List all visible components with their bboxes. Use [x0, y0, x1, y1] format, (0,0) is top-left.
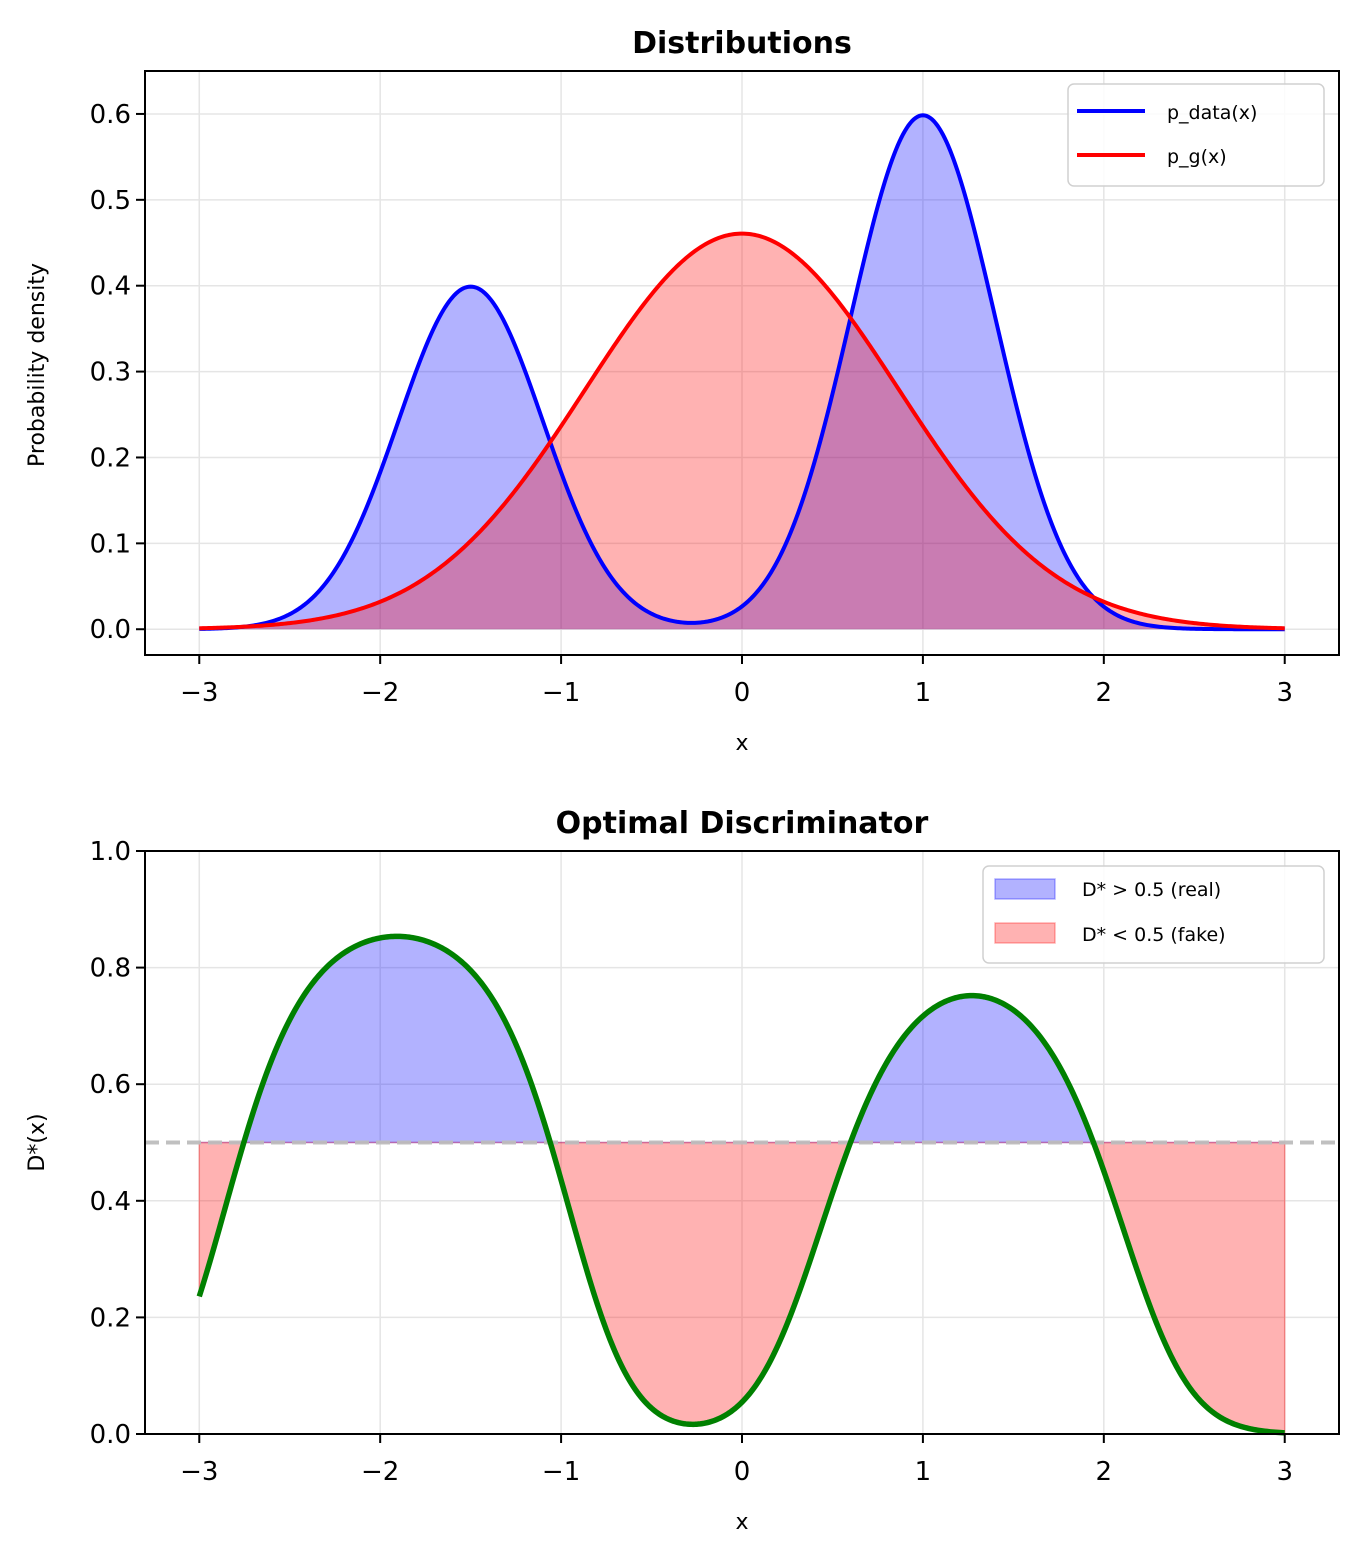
- p-g-line: [199, 231, 1285, 631]
- y-tick-label: 0.5: [90, 186, 131, 216]
- discriminator-line: [196, 933, 1285, 1436]
- bottom-legend-box: [982, 865, 1325, 964]
- legend-label-p-g: p_g(x): [1167, 146, 1227, 168]
- x-tick-label: 1: [915, 1457, 932, 1487]
- top-y-ticks: 0.0 0.1 0.2 0.3 0.4 0.5 0.6: [90, 100, 145, 645]
- x-tick-label: −2: [361, 678, 399, 708]
- bottom-legend: D* > 0.5 (real) D* < 0.5 (fake): [982, 865, 1325, 964]
- x-tick-label: 0: [734, 1457, 751, 1487]
- bottom-x-ticks: −3 −2 −1 0 1 2 3: [180, 1434, 1293, 1487]
- y-tick-label: 0.0: [90, 1420, 131, 1450]
- top-legend: p_data(x) p_g(x): [1067, 83, 1325, 187]
- top-chart-title: Distributions: [632, 26, 852, 61]
- top-legend-box: [1067, 83, 1325, 187]
- bottom-x-axis-label: x: [735, 1510, 748, 1535]
- y-tick-label: 0.8: [90, 954, 131, 984]
- y-tick-label: 0.0: [90, 615, 131, 645]
- top-x-axis-label: x: [735, 731, 748, 756]
- top-x-ticks: −3 −2 −1 0 1 2 3: [180, 655, 1293, 708]
- x-tick-label: −1: [542, 1457, 580, 1487]
- p-data-fill: [199, 115, 1285, 630]
- y-tick-label: 0.4: [90, 1187, 131, 1217]
- distributions-panel: −3 −2 −1 0 1 2 3 0.0 0.1 0.2 0.3 0.4 0.5 0.6 Distrib…: [25, 26, 1340, 756]
- y-tick-label: 0.4: [90, 272, 131, 302]
- p-g-fill: [199, 233, 1285, 630]
- y-tick-label: 0.2: [90, 1303, 131, 1333]
- bottom-chart-title: Optimal Discriminator: [556, 806, 929, 841]
- x-tick-label: −2: [361, 1457, 399, 1487]
- x-tick-label: −1: [542, 678, 580, 708]
- x-tick-label: 2: [1096, 1457, 1113, 1487]
- y-tick-label: 0.1: [90, 529, 131, 559]
- legend-swatch-fake: [994, 922, 1056, 944]
- y-tick-label: 1.0: [90, 837, 131, 867]
- x-tick-label: 3: [1276, 1457, 1293, 1487]
- bottom-y-axis-label: D*(x): [25, 1113, 50, 1171]
- x-tick-label: −3: [180, 678, 218, 708]
- y-tick-label: 0.2: [90, 443, 131, 473]
- discriminator-panel: −3 −2 −1 0 1 2 3 0.0 0.2 0.4 0.6 0.8 1.0 Optimal Di…: [25, 806, 1340, 1535]
- y-tick-label: 0.3: [90, 358, 131, 388]
- x-tick-label: 0: [734, 678, 751, 708]
- p-data-line: [199, 113, 1285, 632]
- legend-label-fake: D* < 0.5 (fake): [1082, 924, 1226, 946]
- legend-label-real: D* > 0.5 (real): [1082, 879, 1221, 901]
- x-tick-label: 1: [915, 678, 932, 708]
- y-tick-label: 0.6: [90, 1070, 131, 1100]
- bottom-y-ticks: 0.0 0.2 0.4 0.6 0.8 1.0: [90, 837, 145, 1450]
- top-y-axis-label: Probability density: [25, 263, 50, 467]
- fake-region-fill: [198, 1141, 1286, 1434]
- legend-label-p-data: p_data(x): [1167, 102, 1257, 124]
- x-tick-label: 3: [1276, 678, 1293, 708]
- y-tick-label: 0.6: [90, 100, 131, 130]
- legend-swatch-real: [994, 878, 1056, 900]
- x-tick-label: 2: [1096, 678, 1113, 708]
- x-tick-label: −3: [180, 1457, 218, 1487]
